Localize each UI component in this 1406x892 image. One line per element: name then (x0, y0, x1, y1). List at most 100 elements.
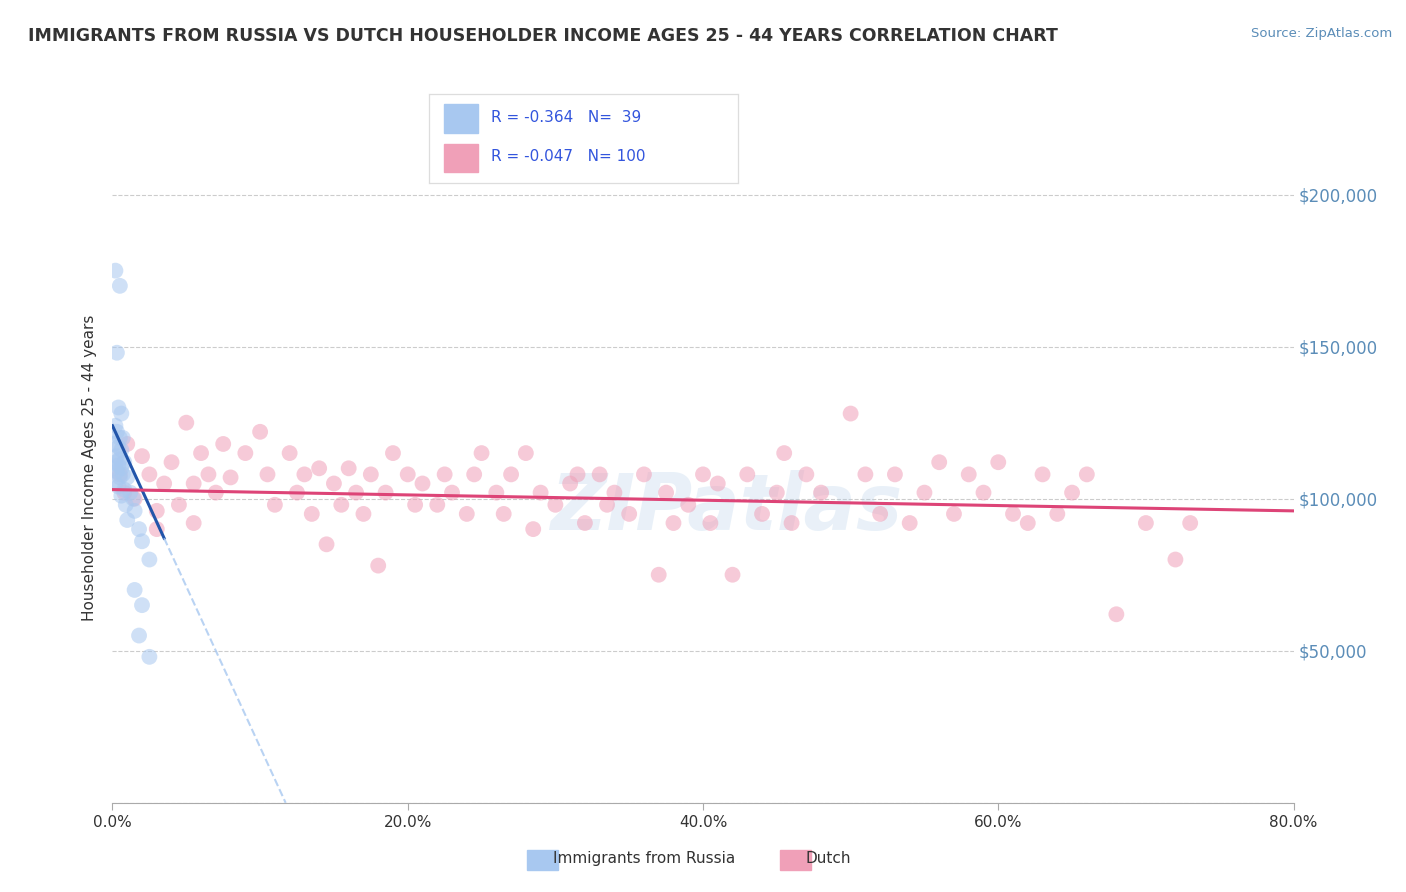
Point (108, 467, 131, 482)
Y-axis label: Householder Income Ages 25 - 44 years: Householder Income Ages 25 - 44 years (82, 315, 97, 622)
Point (987, 455, 1010, 469)
Point (174, 416, 197, 430)
Point (1076, 467, 1098, 482)
Point (112, 455, 135, 469)
Point (574, 516, 596, 530)
Point (344, 485, 367, 500)
Point (110, 407, 132, 421)
Point (110, 443, 132, 458)
Point (382, 446, 405, 460)
Point (120, 485, 142, 500)
Point (426, 498, 449, 512)
Point (292, 467, 315, 482)
Point (138, 467, 160, 482)
Point (138, 552, 160, 566)
Point (463, 467, 485, 482)
Point (105, 464, 128, 478)
Point (108, 278, 131, 293)
Point (108, 470, 131, 484)
Point (1032, 467, 1054, 482)
Point (1164, 552, 1187, 566)
Point (773, 446, 796, 460)
Point (117, 470, 138, 484)
Point (898, 516, 921, 530)
Point (567, 467, 589, 482)
Point (264, 498, 287, 512)
Point (869, 507, 891, 521)
Point (360, 467, 382, 482)
Point (529, 485, 551, 500)
Text: R = -0.047   N= 100: R = -0.047 N= 100 (491, 150, 645, 164)
Point (107, 440, 129, 454)
Point (103, 461, 125, 475)
Point (124, 491, 146, 506)
Point (522, 522, 544, 536)
Point (692, 467, 714, 482)
Point (212, 437, 235, 451)
Point (108, 431, 131, 445)
Point (117, 513, 138, 527)
Point (112, 483, 135, 497)
Point (367, 558, 389, 573)
Point (117, 437, 138, 451)
Point (433, 467, 456, 482)
Point (647, 567, 671, 582)
Point (603, 485, 626, 500)
Point (374, 485, 396, 500)
Point (124, 582, 146, 597)
Point (153, 476, 176, 491)
Point (914, 485, 936, 500)
Point (515, 446, 537, 460)
Point (588, 467, 610, 482)
Point (1105, 607, 1128, 622)
Point (104, 455, 127, 469)
Point (114, 498, 136, 512)
Point (699, 516, 721, 530)
Point (146, 522, 169, 536)
Text: Dutch: Dutch (806, 851, 851, 865)
Point (780, 516, 803, 530)
Point (104, 263, 127, 277)
Point (131, 534, 153, 549)
Point (167, 498, 190, 512)
Point (1046, 507, 1069, 521)
Point (107, 458, 129, 473)
Point (105, 425, 128, 439)
Point (108, 452, 131, 467)
Point (796, 467, 818, 482)
Point (146, 504, 169, 518)
Point (737, 467, 759, 482)
Point (190, 446, 212, 460)
Point (256, 467, 278, 482)
Point (111, 431, 134, 445)
Point (470, 446, 494, 460)
Point (396, 467, 419, 482)
Point (1001, 507, 1024, 521)
Point (301, 507, 323, 521)
Point (678, 498, 700, 512)
Point (110, 461, 132, 475)
Point (105, 345, 128, 359)
Point (766, 485, 789, 500)
Point (655, 485, 678, 500)
Point (560, 476, 582, 491)
Text: ZIPatlas: ZIPatlas (551, 470, 903, 547)
Point (233, 446, 256, 460)
Point (337, 461, 360, 475)
Bar (444, 144, 478, 172)
Point (107, 479, 129, 493)
Point (107, 401, 129, 415)
Point (707, 476, 730, 491)
Point (957, 467, 980, 482)
Point (1135, 516, 1157, 530)
Point (1062, 485, 1084, 500)
Point (485, 485, 508, 500)
Bar (444, 104, 478, 133)
Point (128, 522, 150, 536)
Point (492, 507, 515, 521)
Point (103, 437, 125, 451)
Point (138, 649, 160, 664)
Point (197, 467, 219, 482)
Point (131, 598, 153, 612)
Point (1017, 516, 1039, 530)
